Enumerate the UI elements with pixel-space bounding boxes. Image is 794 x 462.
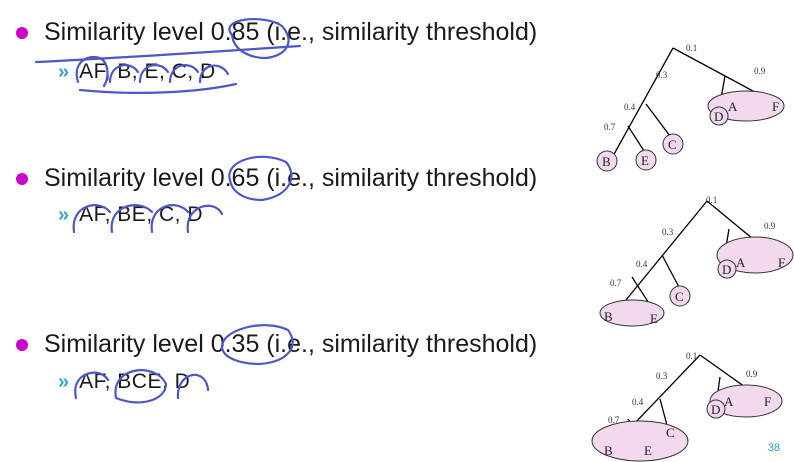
node-label: 0.3	[656, 371, 668, 381]
leaf-label: D	[722, 262, 731, 277]
bullet-3: Similarity level 0.35 (i.e., similarity …	[16, 330, 537, 359]
leaf-label: E	[641, 153, 649, 168]
dendrogram-3: 0.1 0.3 0.9 0.4 0.7 B E C D A F	[591, 351, 783, 462]
leaf-label: B	[604, 309, 613, 324]
sub-bullet-2: » AF, BE, C, D	[58, 203, 203, 227]
leaf-label: F	[778, 255, 785, 270]
node-label: 0.1	[686, 351, 697, 361]
node-label: 0.9	[754, 66, 766, 76]
bullet-dot	[16, 338, 28, 351]
leaf-label: D	[714, 109, 723, 124]
bullet-1-text: Similarity level 0.85 (i.e., similarity …	[44, 18, 538, 46]
page-number: 38	[767, 442, 780, 454]
leaf-label: E	[650, 311, 658, 326]
cluster-AF	[716, 236, 794, 274]
node-label: 0.1	[686, 43, 697, 53]
leaf-label: F	[764, 394, 771, 409]
node-label: 0.1	[706, 195, 717, 205]
leaf-D	[706, 399, 726, 419]
bullet-1: Similarity level 0.85 (i.e., similarity …	[16, 18, 537, 47]
cluster-AF	[709, 384, 783, 418]
leaf-label: C	[675, 289, 684, 304]
leaf-label: A	[736, 255, 746, 270]
leaf-label: B	[602, 154, 611, 169]
leaf-label: B	[604, 443, 613, 458]
leaf-label: A	[728, 99, 738, 114]
sub-bullet-3: » AF, BCE, D	[58, 370, 190, 394]
cluster-BE	[599, 299, 665, 327]
cluster-BCE	[591, 420, 689, 462]
node-label: 0.3	[662, 227, 674, 237]
chevron-icon: »	[58, 370, 70, 393]
leaf-D	[709, 106, 729, 126]
leaf-C	[662, 133, 684, 155]
node-label: 0.9	[764, 221, 776, 231]
node-label: 0.9	[746, 369, 758, 379]
leaf-B	[596, 150, 618, 172]
bullet-3-text: Similarity level 0.35 (i.e., similarity …	[44, 330, 538, 358]
chevron-icon: »	[58, 60, 70, 83]
leaf-label: C	[668, 137, 677, 152]
sub-bullet-1: » AF, B, E, C, D	[58, 60, 216, 84]
node-label: 0.7	[610, 278, 622, 288]
chevron-icon: »	[58, 203, 70, 226]
leaf-E	[635, 149, 657, 171]
bullet-2: Similarity level 0.65 (i.e., similarity …	[16, 164, 537, 193]
node-label: 0.4	[632, 397, 644, 407]
node-label: 0.3	[656, 70, 668, 80]
dendrogram-1: 0.1 0.3 0.9 0.4 0.7 B E C D A F	[596, 43, 785, 172]
cluster-list-3: AF, BCE, D	[79, 370, 191, 393]
bullet-dot	[16, 26, 28, 39]
dendrogram-2: 0.1 0.3 0.9 0.4 0.7 B E C D A F	[599, 195, 794, 327]
cluster-list-1: AF, B, E, C, D	[79, 60, 216, 83]
leaf-label: E	[644, 443, 652, 458]
leaf-D	[717, 259, 737, 279]
leaf-C	[669, 285, 691, 307]
node-label: 0.4	[624, 102, 636, 112]
leaf-label: F	[772, 99, 779, 114]
leaf-label: C	[666, 425, 675, 440]
node-label: 0.4	[636, 259, 648, 269]
cluster-list-2: AF, BE, C, D	[79, 203, 203, 226]
node-label: 0.7	[608, 415, 620, 425]
node-label: 0.7	[604, 122, 616, 132]
bullet-2-text: Similarity level 0.65 (i.e., similarity …	[44, 164, 538, 192]
leaf-label: A	[724, 394, 734, 409]
leaf-label: D	[711, 402, 720, 417]
bullet-dot	[16, 172, 28, 185]
